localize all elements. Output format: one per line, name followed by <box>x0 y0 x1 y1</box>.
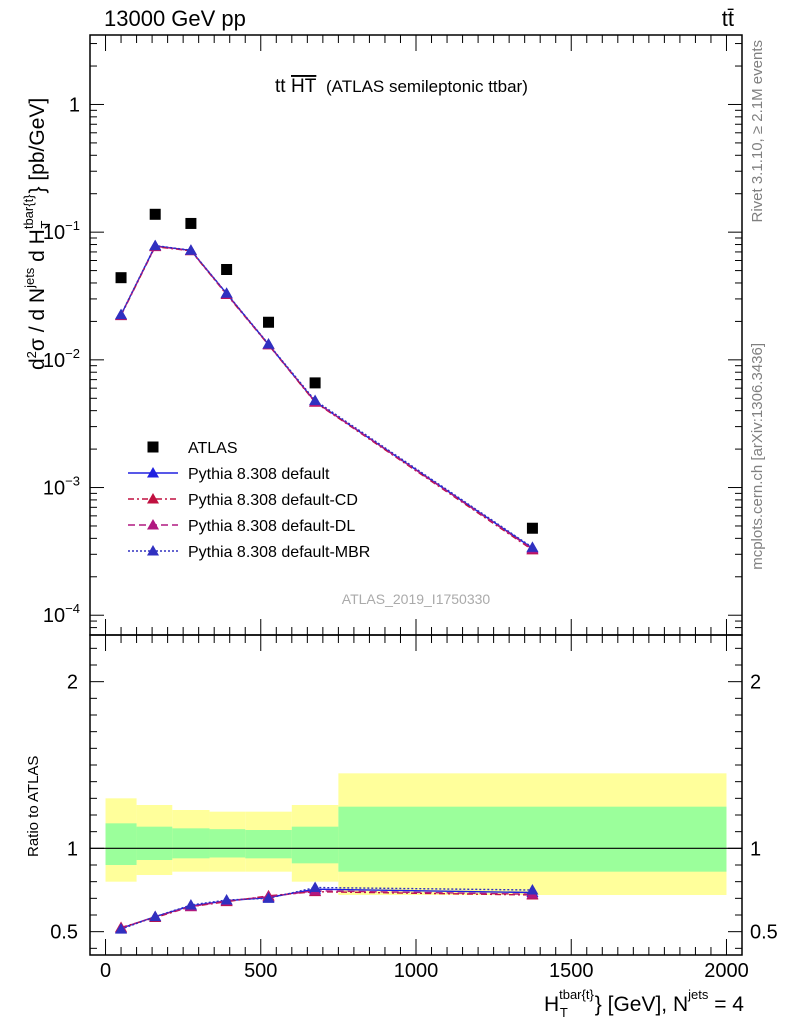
data-point <box>149 208 161 220</box>
ratio-series-marker <box>526 884 539 895</box>
ratio-series-marker <box>220 894 233 905</box>
x-tick-label: 1500 <box>549 960 594 982</box>
x-tick-label: 0 <box>100 960 111 982</box>
ratio-tick-label: 2 <box>67 672 78 694</box>
legend-label: Pythia 8.308 default-DL <box>188 518 355 535</box>
analysis-watermark: ATLAS_2019_I1750330 <box>342 591 491 607</box>
x-tick-label: 1000 <box>394 960 439 982</box>
legend: ATLAS Pythia 8.308 default Pythia 8.308 de… <box>128 440 370 561</box>
ratio-tick-label: 2 <box>750 672 761 694</box>
svg-text:d2σ / d Njets d Htbar{t}T} [pb: d2σ / d Njets d Htbar{t} T} [pb/GeV] <box>21 98 53 370</box>
plot-title: tt HT (ATLAS semileptonic ttbar) <box>275 76 528 97</box>
title-rest: (ATLAS semileptonic ttbar) <box>326 77 528 96</box>
x-tick-label: 500 <box>244 960 277 982</box>
stat-uncertainty-band <box>291 826 339 864</box>
legend-marker <box>147 519 159 530</box>
legend-label: Pythia 8.308 default-MBR <box>188 544 370 561</box>
ratio-series-line <box>120 890 533 929</box>
x-axis-label: Htbar{t} T} [GeV], Njets = 4 <box>544 987 744 1020</box>
data-point <box>263 316 275 328</box>
rivet-version-label: Rivet 3.1.10, ≥ 2.1M events <box>749 40 766 223</box>
ratio-y-axis-label: Ratio to ATLAS <box>25 756 42 857</box>
stat-uncertainty-band <box>172 828 210 859</box>
ratio-series-marker <box>262 892 275 903</box>
title-main: tt <box>275 76 286 97</box>
stat-uncertainty-band <box>136 826 173 860</box>
ratio-panel-axes: 0.5 0.5 1 1 2 2 <box>50 647 778 949</box>
ratio-series-marker <box>149 910 162 922</box>
legend-marker <box>147 467 159 478</box>
ratio-series-marker <box>115 923 128 934</box>
data-point <box>221 263 233 275</box>
legend-label: ATLAS <box>188 440 238 457</box>
ratio-tick-label: 1 <box>750 838 761 860</box>
ratio-panel-frame <box>89 634 743 956</box>
y-tick-label: 10−3 <box>43 474 80 500</box>
ratio-series-line <box>120 888 533 929</box>
legend-data-marker <box>147 441 159 453</box>
main-panel-series <box>115 208 539 555</box>
y-tick-label: 1 <box>69 94 80 116</box>
header-process-label: tt̄ <box>722 6 734 31</box>
header-energy-label: 13000 GeV pp <box>104 6 246 31</box>
stat-uncertainty-band <box>209 829 246 858</box>
legend-marker <box>147 493 159 504</box>
ratio-series-marker <box>184 899 197 910</box>
ratio-tick-label: 0.5 <box>750 922 778 944</box>
x-tick-label: 2000 <box>704 960 749 982</box>
series-marker <box>149 239 162 251</box>
stat-uncertainty-band <box>245 830 292 859</box>
ratio-series-marker <box>309 881 322 892</box>
stat-uncertainty-band <box>105 823 137 865</box>
ratio-uncertainty-bands <box>90 773 742 895</box>
y-tick-label: 10−1 <box>43 218 80 244</box>
stat-uncertainty-band <box>338 806 727 872</box>
data-point <box>526 522 538 534</box>
ratio-panel-series <box>115 881 539 934</box>
legend-label: Pythia 8.308 default <box>188 466 330 483</box>
series-marker <box>184 244 197 255</box>
legend-marker <box>147 545 159 556</box>
svg-text:Htbar{t}T} [GeV], Njets = 4: Htbar{t} T} [GeV], Njets = 4 <box>544 987 744 1020</box>
series-marker <box>220 287 233 298</box>
data-point <box>115 272 127 284</box>
mcplots-label: mcplots.cern.ch [arXiv:1306.3436] <box>749 343 766 570</box>
data-point <box>309 377 321 389</box>
legend-label: Pythia 8.308 default-CD <box>188 492 358 509</box>
title-overline: HT <box>291 76 317 97</box>
series-marker <box>526 541 539 552</box>
y-tick-label: 10−4 <box>43 601 80 627</box>
ratio-tick-label: 0.5 <box>50 922 78 944</box>
ratio-series-line <box>120 890 533 929</box>
main-panel-axes: 1 10−1 10−2 10−3 10−4 0 500 1000 1500 2000 <box>43 35 749 982</box>
series-marker <box>309 394 322 406</box>
y-tick-label: 10−2 <box>43 346 80 372</box>
data-point <box>185 217 197 229</box>
series-marker <box>115 308 128 320</box>
main-y-axis-label: d2σ / d Njets d Htbar{t} T} [pb/GeV] <box>21 98 53 370</box>
series-marker <box>262 338 275 349</box>
ratio-tick-label: 1 <box>67 838 78 860</box>
